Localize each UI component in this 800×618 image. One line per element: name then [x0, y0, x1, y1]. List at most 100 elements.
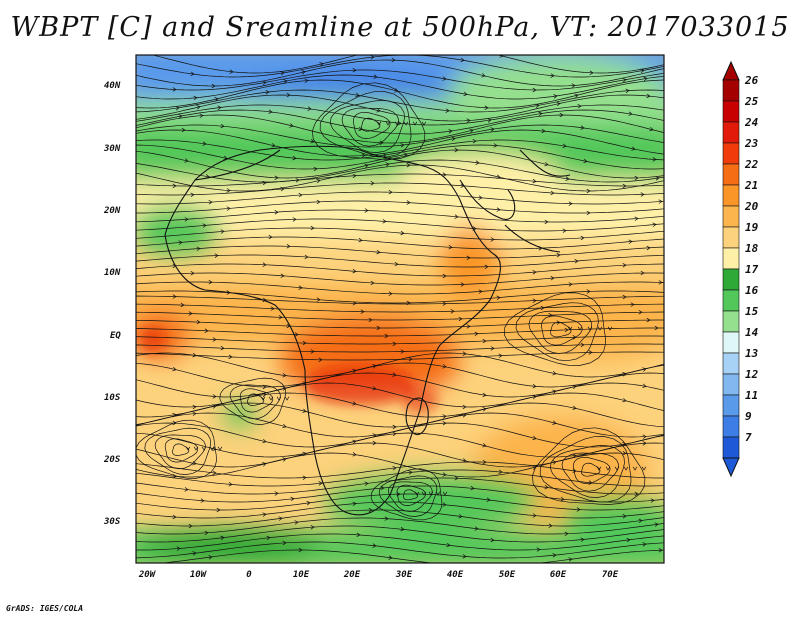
streamline-arrow: [392, 465, 397, 471]
streamline: [136, 191, 664, 205]
streamline: [136, 382, 664, 408]
streamline-vortex: [164, 438, 199, 463]
streamline: [136, 327, 664, 337]
streamline-arrow: [376, 121, 382, 126]
lat-label: 30S: [103, 517, 121, 527]
streamline-arrow: [184, 158, 189, 163]
colorbar-swatch: [722, 373, 740, 396]
streamline-arrow: [658, 280, 663, 285]
streamline-arrow: [442, 472, 447, 477]
streamline-arrow: [481, 73, 486, 78]
streamline: [136, 352, 664, 378]
streamline: [136, 139, 664, 161]
streamline-arrow: [580, 235, 585, 241]
streamline-arrow: [568, 201, 573, 206]
lon-label: 50E: [499, 570, 516, 580]
streamline-arrow: [201, 446, 207, 451]
streamline-arrow: [373, 74, 378, 79]
streamline-arrow: [544, 161, 549, 167]
streamline-arrow: [208, 199, 213, 205]
streamline-vortex: [528, 310, 593, 354]
streamline-arrow: [385, 121, 391, 126]
streamline-arrow: [472, 138, 477, 144]
streamline-arrow: [496, 295, 501, 300]
colorbar-swatch: [722, 415, 740, 438]
streamline-arrow: [262, 438, 267, 444]
streamline-arrow: [597, 326, 603, 331]
streamline-arrow: [571, 83, 576, 88]
streamline-arrow: [304, 78, 309, 83]
streamline-arrow: [304, 254, 309, 260]
streamline-arrow: [196, 319, 201, 325]
streamline: [136, 295, 664, 305]
streamline-arrow: [172, 87, 177, 92]
colorbar-label: 14: [745, 326, 759, 339]
lon-axis: 20W 10W 0 10E 20E 30E 40E 50E 60E 70E: [138, 570, 619, 580]
streamline-arrow: [278, 315, 283, 320]
colorbar-top-arrow: [722, 60, 740, 81]
streamline-arrow: [649, 126, 654, 132]
colorbar-bottom-arrow: [722, 457, 740, 478]
colorbar-swatch: [722, 289, 740, 312]
streamline-arrow: [388, 189, 393, 195]
streamline: [136, 55, 664, 74]
streamline-vortex: [539, 436, 632, 503]
streamline-arrow: [318, 357, 323, 363]
streamline-arrow: [466, 118, 471, 123]
streamline-arrow: [474, 526, 479, 531]
streamline-arrow: [631, 146, 636, 151]
streamline-arrow: [280, 186, 285, 192]
streamline-arrow: [552, 389, 557, 394]
streamline: [136, 182, 664, 196]
streamline-arrow: [408, 470, 413, 475]
streamline-arrow: [262, 297, 267, 303]
streamline-arrow: [572, 335, 577, 340]
streamline-arrow: [376, 108, 381, 113]
streamline-arrow: [282, 540, 287, 546]
streamline: [136, 164, 664, 192]
streamline: [136, 311, 664, 321]
streamline-vortex: [154, 434, 206, 470]
plot-frame: [135, 54, 665, 564]
lat-label: 20S: [103, 455, 121, 465]
colorbar-swatch: [722, 205, 740, 228]
colorbar-label: 26: [744, 74, 759, 87]
streamline-arrow: [445, 108, 450, 113]
streamline-arrow: [176, 546, 181, 551]
streamline-arrow: [632, 466, 638, 471]
streamline-arrow: [184, 217, 189, 222]
streamline-arrow: [370, 180, 375, 186]
footer-credit: GrADS: IGES/COLA: [6, 604, 84, 613]
streamline-vortex: [319, 91, 412, 158]
streamline-arrow: [229, 69, 234, 74]
coastlines: [164, 145, 571, 516]
streamline-arrow: [577, 103, 582, 109]
streamline-arrow: [400, 230, 405, 236]
streamline-arrow: [560, 496, 565, 502]
streamline-arrow: [188, 523, 193, 529]
colorbar-label: 20: [744, 200, 759, 213]
streamline-arrow: [496, 207, 501, 212]
streamline-arrow: [564, 531, 569, 536]
streamline-arrow: [532, 435, 537, 441]
streamline-arrow: [316, 297, 321, 302]
streamline: [136, 549, 664, 563]
streamline-arrow: [392, 424, 397, 430]
streamline: [136, 501, 664, 519]
streamline-arrow: [181, 127, 186, 133]
streamline: [136, 351, 664, 361]
streamline-arrow: [202, 223, 207, 228]
colorbar-swatch: [722, 100, 740, 123]
streamline-arrow: [493, 143, 498, 148]
streamline-arrow: [442, 491, 448, 496]
streamline-arrow: [544, 219, 549, 225]
lon-label: 30E: [395, 570, 413, 580]
colorbar-label: 12: [745, 368, 759, 381]
streamline-arrow: [216, 507, 221, 513]
streamline-arrow: [622, 451, 627, 456]
streamline-arrow: [172, 514, 177, 520]
streamline-arrow: [572, 453, 577, 458]
streamline-arrow: [406, 162, 411, 168]
streamline-arrow: [262, 180, 267, 186]
streamline-arrow: [282, 423, 287, 429]
